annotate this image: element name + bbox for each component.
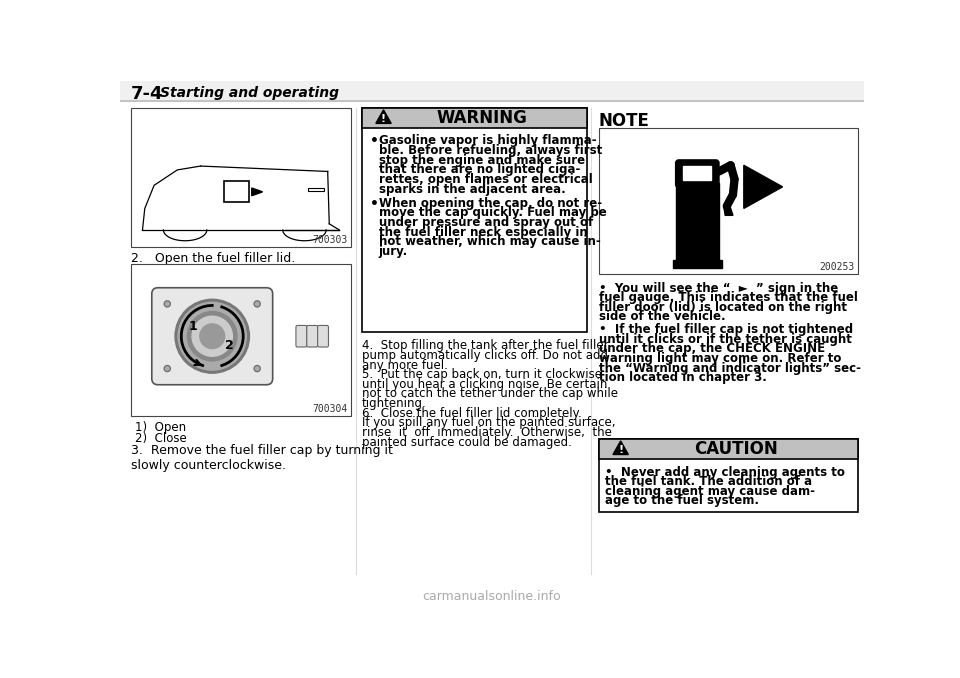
Text: jury.: jury. — [379, 245, 408, 258]
Text: •: • — [370, 134, 378, 148]
Text: side of the vehicle.: side of the vehicle. — [599, 311, 726, 323]
Text: tion located in chapter 3.: tion located in chapter 3. — [599, 372, 767, 384]
Text: !: ! — [618, 445, 623, 455]
Text: •  Never add any cleaning agents to: • Never add any cleaning agents to — [605, 466, 845, 479]
Polygon shape — [724, 206, 733, 216]
Text: the fuel filler neck especially in: the fuel filler neck especially in — [379, 226, 588, 239]
Text: WARNING: WARNING — [437, 109, 527, 127]
Text: •: • — [370, 197, 378, 211]
Text: 3.  Remove the fuel filler cap by turning it
slowly counterclockwise.: 3. Remove the fuel filler cap by turning… — [131, 444, 393, 472]
Circle shape — [192, 316, 232, 356]
Text: ble. Before refueling, always first: ble. Before refueling, always first — [379, 144, 602, 157]
Text: the “Warning and indicator lights” sec-: the “Warning and indicator lights” sec- — [599, 361, 861, 375]
Text: 1)  Open: 1) Open — [134, 421, 186, 434]
Text: rettes, open flames or electrical: rettes, open flames or electrical — [379, 173, 592, 186]
Bar — [224, 182, 249, 202]
Text: •  If the fuel filler cap is not tightened: • If the fuel filler cap is not tightene… — [599, 323, 853, 336]
Text: warning light may come on. Refer to: warning light may come on. Refer to — [599, 352, 841, 365]
Text: pump automatically clicks off. Do not add: pump automatically clicks off. Do not ad… — [362, 349, 608, 362]
Text: sparks in the adjacent area.: sparks in the adjacent area. — [379, 182, 565, 196]
Polygon shape — [375, 110, 391, 123]
Text: •  You will see the “  ►  ” sign in the: • You will see the “ ► ” sign in the — [599, 281, 838, 294]
Bar — [362, 108, 587, 128]
Bar — [599, 439, 858, 512]
Circle shape — [175, 299, 250, 373]
Text: NOTE: NOTE — [599, 112, 650, 130]
Bar — [684, 166, 711, 180]
Text: 2)  Close: 2) Close — [134, 432, 186, 445]
Bar — [673, 260, 722, 268]
Bar — [599, 439, 858, 460]
Polygon shape — [252, 188, 263, 196]
Text: When opening the cap, do not re-: When opening the cap, do not re- — [379, 197, 602, 210]
Bar — [599, 439, 858, 460]
Text: 6.  Close the fuel filler lid completely.: 6. Close the fuel filler lid completely. — [362, 407, 582, 420]
Circle shape — [254, 365, 260, 372]
Text: the fuel tank. The addition of a: the fuel tank. The addition of a — [605, 475, 812, 488]
FancyBboxPatch shape — [318, 325, 328, 347]
Text: 2.   Open the fuel filler lid.: 2. Open the fuel filler lid. — [131, 252, 295, 264]
Circle shape — [179, 302, 247, 370]
Bar — [362, 108, 587, 332]
Text: Starting and operating: Starting and operating — [160, 86, 339, 100]
Text: 700303: 700303 — [313, 235, 348, 245]
Text: tightening.: tightening. — [362, 397, 426, 410]
Text: rinse  it  off  immediately.  Otherwise,  the: rinse it off immediately. Otherwise, the — [362, 426, 612, 439]
Text: not to catch the tether under the cap while: not to catch the tether under the cap wh… — [362, 387, 618, 401]
Text: 200253: 200253 — [820, 262, 854, 272]
Bar — [131, 108, 351, 247]
FancyBboxPatch shape — [307, 325, 318, 347]
Text: hot weather, which may cause in-: hot weather, which may cause in- — [379, 235, 601, 248]
Text: CAUTION: CAUTION — [694, 441, 778, 458]
Text: cleaning agent may cause dam-: cleaning agent may cause dam- — [605, 485, 815, 498]
Bar — [362, 108, 587, 128]
Text: 1: 1 — [188, 321, 197, 334]
Text: under pressure and spray out of: under pressure and spray out of — [379, 216, 593, 229]
Text: under the cap, the CHECK ENGINE: under the cap, the CHECK ENGINE — [599, 342, 825, 355]
Text: until it clicks or if the tether is caught: until it clicks or if the tether is caug… — [599, 333, 852, 346]
Circle shape — [254, 301, 260, 307]
Text: stop the engine and make sure: stop the engine and make sure — [379, 154, 585, 167]
Polygon shape — [744, 165, 782, 208]
Text: until you hear a clicking noise. Be certain: until you hear a clicking noise. Be cert… — [362, 378, 607, 391]
Text: 7-4: 7-4 — [131, 85, 163, 103]
Polygon shape — [613, 441, 629, 454]
Circle shape — [200, 324, 225, 348]
Text: 700304: 700304 — [313, 404, 348, 414]
Text: move the cap quickly. Fuel may be: move the cap quickly. Fuel may be — [379, 207, 607, 220]
Text: painted surface could be damaged.: painted surface could be damaged. — [362, 435, 571, 449]
FancyBboxPatch shape — [152, 287, 273, 384]
Text: any more fuel.: any more fuel. — [362, 359, 447, 372]
Text: 2: 2 — [225, 339, 233, 352]
Text: carmanualsonline.info: carmanualsonline.info — [422, 590, 562, 603]
Text: If you spill any fuel on the painted surface,: If you spill any fuel on the painted sur… — [362, 416, 615, 429]
Bar — [599, 127, 858, 274]
Bar — [676, 183, 719, 260]
FancyBboxPatch shape — [296, 325, 307, 347]
Circle shape — [164, 301, 170, 307]
Circle shape — [164, 365, 170, 372]
Text: filler door (lid) is located on the right: filler door (lid) is located on the righ… — [599, 301, 847, 314]
Text: Gasoline vapor is highly flamma-: Gasoline vapor is highly flamma- — [379, 134, 596, 148]
Circle shape — [187, 312, 237, 361]
Text: age to the fuel system.: age to the fuel system. — [605, 494, 759, 507]
Text: !: ! — [381, 114, 386, 124]
FancyBboxPatch shape — [676, 160, 719, 188]
Text: 4.  Stop filling the tank after the fuel filler: 4. Stop filling the tank after the fuel … — [362, 339, 609, 353]
Text: fuel gauge. This indicates that the fuel: fuel gauge. This indicates that the fuel — [599, 291, 858, 304]
Bar — [308, 188, 324, 191]
Bar — [120, 81, 864, 102]
Bar — [131, 264, 351, 416]
Text: that there are no lighted ciga-: that there are no lighted ciga- — [379, 163, 580, 176]
Text: 5.  Put the cap back on, turn it clockwise: 5. Put the cap back on, turn it clockwis… — [362, 368, 602, 381]
